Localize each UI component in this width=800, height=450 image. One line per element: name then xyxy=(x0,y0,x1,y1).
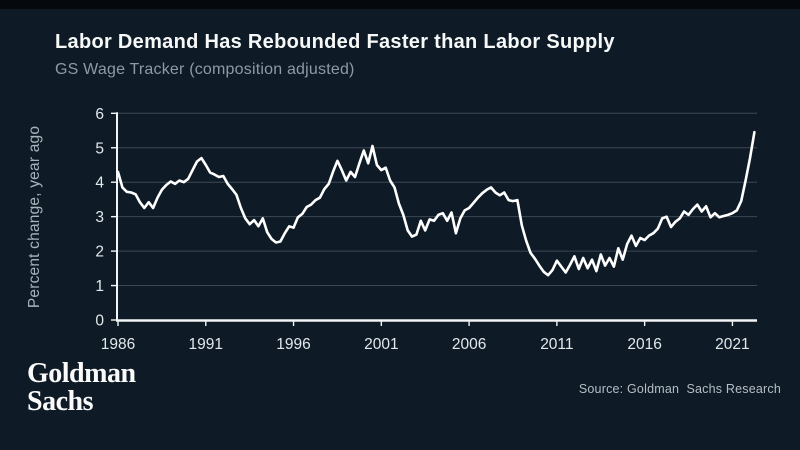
x-tick-label: 1996 xyxy=(276,336,310,353)
x-tick-label: 1986 xyxy=(101,336,135,353)
chart-subtitle: GS Wage Tracker (composition adjusted) xyxy=(55,61,355,78)
x-tick-label: 2016 xyxy=(627,336,661,353)
x-tick-label: 2011 xyxy=(540,336,573,353)
goldman-sachs-logo: Goldman Sachs xyxy=(27,360,136,416)
y-tick-label: 5 xyxy=(95,140,104,157)
logo-line-2: Sachs xyxy=(27,386,93,417)
chart-title: Labor Demand Has Rebounded Faster than L… xyxy=(55,31,615,53)
y-tick-label: 1 xyxy=(95,278,104,295)
x-tick-label: 2006 xyxy=(452,336,486,353)
x-tick-label: 1991 xyxy=(189,336,223,353)
x-tick-label: 2001 xyxy=(364,336,398,353)
y-tick-label: 6 xyxy=(95,106,104,123)
y-tick-label: 4 xyxy=(95,175,104,192)
y-tick-label: 2 xyxy=(95,244,104,261)
y-tick-label: 3 xyxy=(95,209,104,226)
logo-line-1: Goldman xyxy=(27,358,136,389)
source-note: Source: Goldman Sachs Research xyxy=(578,382,781,396)
top-letterbox-strip xyxy=(0,0,800,9)
x-tick-label: 2021 xyxy=(715,336,749,353)
y-tick-label: 0 xyxy=(95,313,104,330)
wage-tracker-line xyxy=(116,130,756,277)
